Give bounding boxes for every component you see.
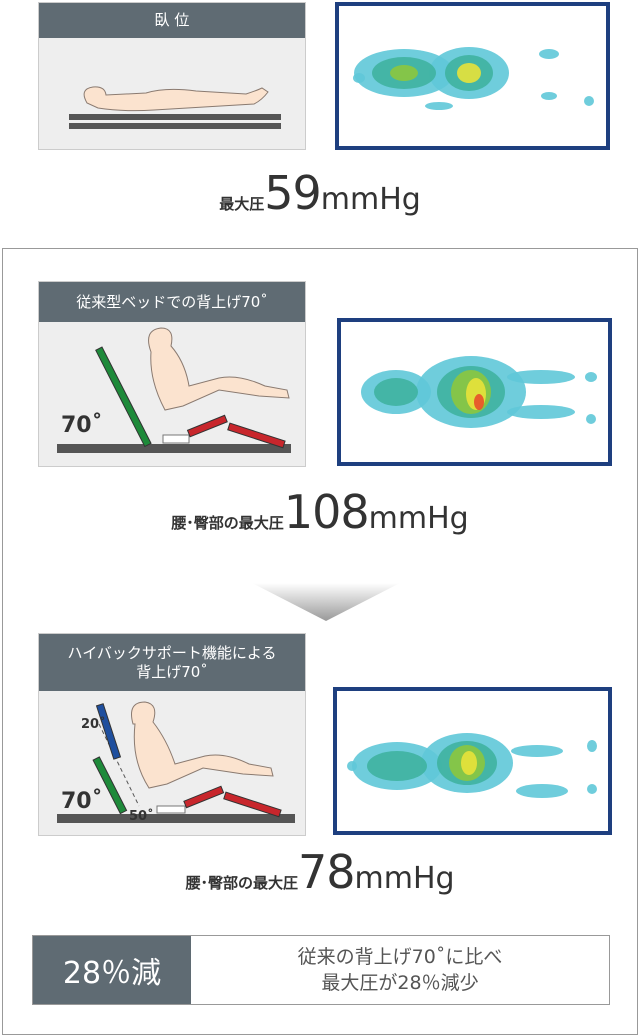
- header-text: ハイバックサポート機能による: [67, 643, 277, 662]
- mattress: [69, 114, 281, 120]
- panel-header: ハイバックサポート機能による 背上げ70˚: [39, 634, 305, 691]
- result-value: 78: [297, 845, 356, 899]
- panel-header: 臥 位: [39, 3, 305, 38]
- pressure-blob: [586, 414, 596, 424]
- pressure-blob: [541, 92, 557, 100]
- summary-box: 28％減 従来の背上げ70˚に比べ 最大圧が28％減少: [32, 935, 610, 1005]
- pressure-blob: [367, 751, 427, 781]
- summary-text: 従来の背上げ70˚に比べ 最大圧が28％減少: [191, 944, 609, 996]
- summary-badge: 28％減: [33, 936, 191, 1004]
- person: [83, 86, 269, 112]
- thigh-plate: [183, 785, 225, 809]
- pressure-blob: [461, 751, 477, 775]
- angle-label: 20˚: [81, 716, 106, 732]
- result-label: 腰･臀部の最大圧: [185, 874, 298, 892]
- header-text: 臥 位: [154, 11, 190, 29]
- result-value: 59: [264, 166, 322, 220]
- result-unit: mmHg: [368, 501, 469, 536]
- pressure-blob: [587, 784, 597, 794]
- result: 最大圧59mmHg: [0, 166, 640, 220]
- supine-panel: 臥 位: [38, 2, 306, 150]
- angle-label: 70˚: [61, 789, 103, 814]
- result: 腰･臀部の最大圧78mmHg: [0, 845, 640, 899]
- conventional-figure: 70˚: [57, 327, 291, 453]
- conventional-panel: 従来型ベッドでの背上げ70˚ 70˚: [38, 281, 306, 467]
- result-label: 腰･臀部の最大圧: [171, 514, 284, 532]
- panel-header: 従来型ベッドでの背上げ70˚: [39, 282, 305, 322]
- floor: [57, 444, 291, 453]
- guide-line: [98, 723, 140, 807]
- header-text: 背上げ70˚: [136, 662, 208, 681]
- pressure-blob: [457, 63, 481, 83]
- pressure-blob: [516, 784, 568, 798]
- result-label: 最大圧: [219, 195, 265, 213]
- summary-line: 最大圧が28％減少: [321, 972, 479, 994]
- header-text: 従来型ベッドでの背上げ70˚: [76, 292, 268, 311]
- highback-figure: 20˚ 70˚ 50˚: [57, 701, 295, 824]
- down-arrow: [252, 583, 400, 621]
- pressure-blob: [353, 73, 365, 83]
- floor: [57, 814, 295, 823]
- pressure-blob: [585, 372, 597, 382]
- pressure-map: [333, 687, 612, 835]
- mattress: [69, 123, 281, 129]
- comparison-frame: [2, 248, 638, 1035]
- leg-plate: [223, 791, 282, 818]
- heatmap: [361, 356, 597, 428]
- supine-figure: [69, 86, 281, 129]
- pressure-map: [335, 2, 610, 150]
- pressure-map: [337, 318, 612, 466]
- pressure-blob: [390, 65, 418, 81]
- seat: [156, 805, 186, 814]
- person: [148, 327, 290, 411]
- seat: [162, 434, 190, 444]
- pressure-blob: [584, 96, 594, 106]
- pressure-blob: [374, 378, 418, 406]
- result: 腰･臀部の最大圧108mmHg: [0, 485, 640, 539]
- heatmap: [353, 47, 594, 110]
- pressure-blob: [507, 405, 575, 419]
- pressure-blob: [507, 370, 575, 384]
- backrest: [95, 346, 152, 448]
- pressure-blob: [474, 394, 484, 410]
- pressure-blob: [511, 745, 563, 757]
- highback-panel: ハイバックサポート機能による 背上げ70˚ 20˚ 70˚ 50˚: [38, 633, 306, 836]
- angle-label: 70˚: [61, 413, 103, 438]
- backrest-upper: [95, 703, 122, 760]
- pressure-blob: [539, 49, 559, 59]
- pressure-blob: [587, 740, 597, 752]
- arrow: [252, 583, 400, 621]
- result-unit: mmHg: [354, 861, 455, 896]
- result-unit: mmHg: [320, 182, 421, 217]
- angle-label: 50˚: [129, 808, 154, 824]
- leg-plate: [227, 422, 286, 449]
- heatmap: [347, 733, 597, 798]
- result-value: 108: [283, 485, 370, 539]
- backrest-lower: [92, 756, 128, 815]
- summary-line: 従来の背上げ70˚に比べ: [297, 946, 503, 968]
- pressure-blob: [347, 761, 357, 771]
- person: [131, 701, 274, 789]
- thigh-plate: [186, 414, 228, 438]
- pressure-blob: [425, 102, 453, 110]
